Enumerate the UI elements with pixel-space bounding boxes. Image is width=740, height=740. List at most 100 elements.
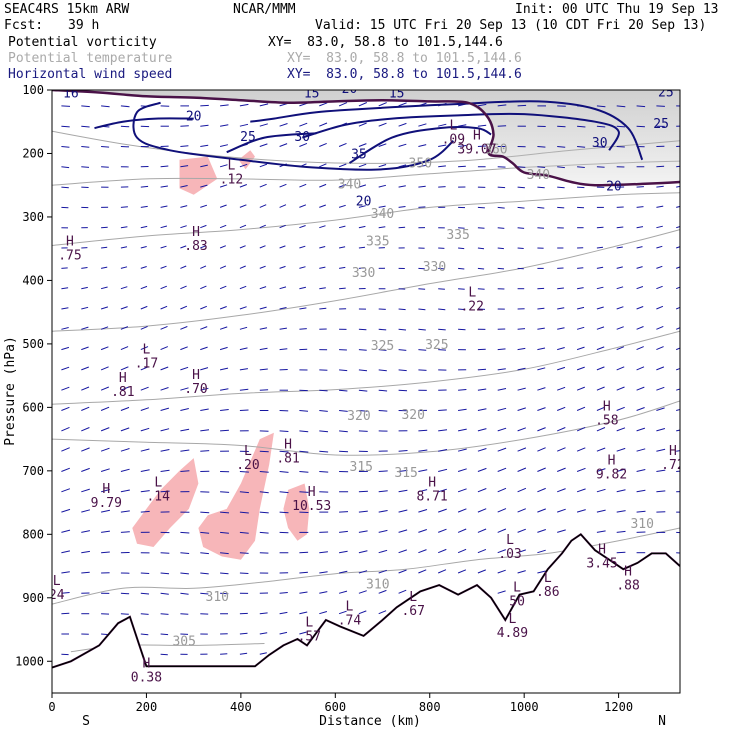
wind-vector-127 [140, 490, 150, 493]
wind-vector-579 [477, 528, 487, 533]
wind-vector-140 [160, 205, 168, 208]
wind-vector-65 [100, 306, 109, 310]
wind-vector-312 [279, 286, 287, 290]
extremum-high-13: H [308, 485, 316, 500]
theta-label-14: 310 [630, 517, 653, 532]
wind-vector-347 [299, 450, 309, 453]
wind-vector-157 [160, 552, 170, 554]
wind-vector-693 [576, 426, 586, 432]
wind-vector-673 [557, 467, 566, 472]
wind-vector-375 [319, 471, 329, 473]
wind-vector-580 [477, 548, 487, 554]
wind-vector-695 [576, 467, 586, 472]
wind-vector-382 [319, 611, 328, 615]
wind-vector-567 [477, 288, 485, 290]
wind-vector-696 [576, 488, 586, 493]
wind-vector-246 [220, 653, 228, 655]
wind-vector-185 [180, 552, 190, 554]
wind-vector-284 [259, 286, 267, 290]
wind-vector-94 [120, 346, 129, 351]
wind-vector-364 [319, 246, 326, 249]
wind-vector-503 [418, 449, 428, 452]
wind-vector-795 [676, 246, 680, 249]
wind-vector-153 [160, 469, 170, 472]
wind-vector-556 [457, 548, 467, 554]
extremum-low-18: L [53, 574, 61, 589]
pv-fill-region-2 [283, 483, 310, 541]
wind-vector-473 [398, 349, 407, 351]
wind-vector-741 [616, 530, 626, 533]
extremum-value-8: .20 [236, 458, 259, 473]
wind-vector-398 [339, 410, 348, 412]
wind-vector-186 [180, 572, 189, 575]
wind-vector-577 [477, 488, 487, 493]
wind-vector-771 [656, 205, 664, 208]
wind-vector-192 [200, 124, 209, 127]
wind-vector-188 [180, 613, 189, 615]
wind-vector-0 [61, 105, 71, 107]
wind-vector-50 [81, 550, 90, 554]
plot-frame [51, 89, 681, 694]
wind-vector-2 [61, 146, 70, 148]
wind-vector-598 [497, 427, 507, 432]
wind-vector-13 [61, 366, 70, 371]
valid-time: Valid: 15 UTC Fri 20 Sep 13 (10 CDT Fri … [315, 18, 707, 33]
wind-vector-315 [279, 348, 288, 351]
wind-vector-224 [219, 204, 227, 208]
extremum-low-24: L [508, 612, 516, 627]
wind-vector-669 [557, 386, 566, 391]
wind-vector-254 [239, 245, 246, 249]
wind-vector-131 [140, 572, 150, 574]
wind-vector-529 [438, 488, 447, 493]
wind-vector-447 [378, 349, 387, 351]
wind-vector-21 [61, 529, 71, 533]
wind-vector-578 [477, 508, 487, 513]
wind-vector-509 [418, 569, 427, 574]
wind-vector-544 [458, 308, 466, 311]
wind-vector-121 [140, 366, 149, 371]
wind-vector-497 [418, 328, 426, 331]
wind-vector-147 [160, 346, 168, 351]
wind-vector-458 [378, 569, 387, 574]
wind-vector-731 [616, 326, 624, 330]
wind-vector-399 [339, 430, 348, 433]
extremum-low-19: L [544, 571, 552, 586]
wind-vector-14 [61, 386, 70, 391]
wind-vector-196 [200, 204, 208, 208]
wind-vector-574 [477, 428, 487, 432]
y-axis-title: Pressure (hPa) [3, 336, 18, 446]
wind-vector-495 [418, 288, 426, 290]
wind-vector-549 [458, 408, 467, 411]
wind-vector-805 [676, 450, 680, 452]
wind-vector-722 [616, 146, 625, 148]
wind-vector-791 [676, 165, 680, 168]
theta-label-3: 330 [352, 266, 375, 281]
x-tick-label-400: 400 [230, 700, 252, 714]
wind-vector-225 [219, 224, 227, 229]
wind-vector-690 [576, 366, 585, 371]
extremum-low-26: L [449, 118, 457, 133]
wind-vector-149 [160, 387, 169, 391]
wind-vector-238 [220, 491, 230, 493]
wind-vector-117 [140, 285, 148, 290]
extremum-value-3: .17 [135, 356, 158, 371]
wind-vector-785 [656, 490, 666, 493]
wind-vector-66 [100, 326, 109, 330]
wind-vector-552 [457, 468, 467, 472]
wind-vector-88 [120, 226, 128, 229]
wind-vector-204 [200, 367, 209, 371]
wind-vector-743 [636, 105, 646, 108]
wind-vector-11 [61, 327, 69, 330]
wind-vector-518 [438, 267, 445, 270]
wind-vector-198 [200, 245, 207, 249]
wind-vector-448 [378, 369, 387, 372]
wind-vector-167 [180, 185, 188, 188]
wind-vector-231 [219, 346, 228, 351]
wind-vector-588 [497, 227, 505, 229]
wind-vector-433 [358, 590, 367, 594]
wind-vector-138 [160, 165, 169, 168]
wind-vector-257 [239, 306, 247, 310]
wind-vector-75 [100, 509, 111, 513]
wind-vector-691 [576, 386, 585, 391]
wind-vector-467 [398, 226, 406, 229]
